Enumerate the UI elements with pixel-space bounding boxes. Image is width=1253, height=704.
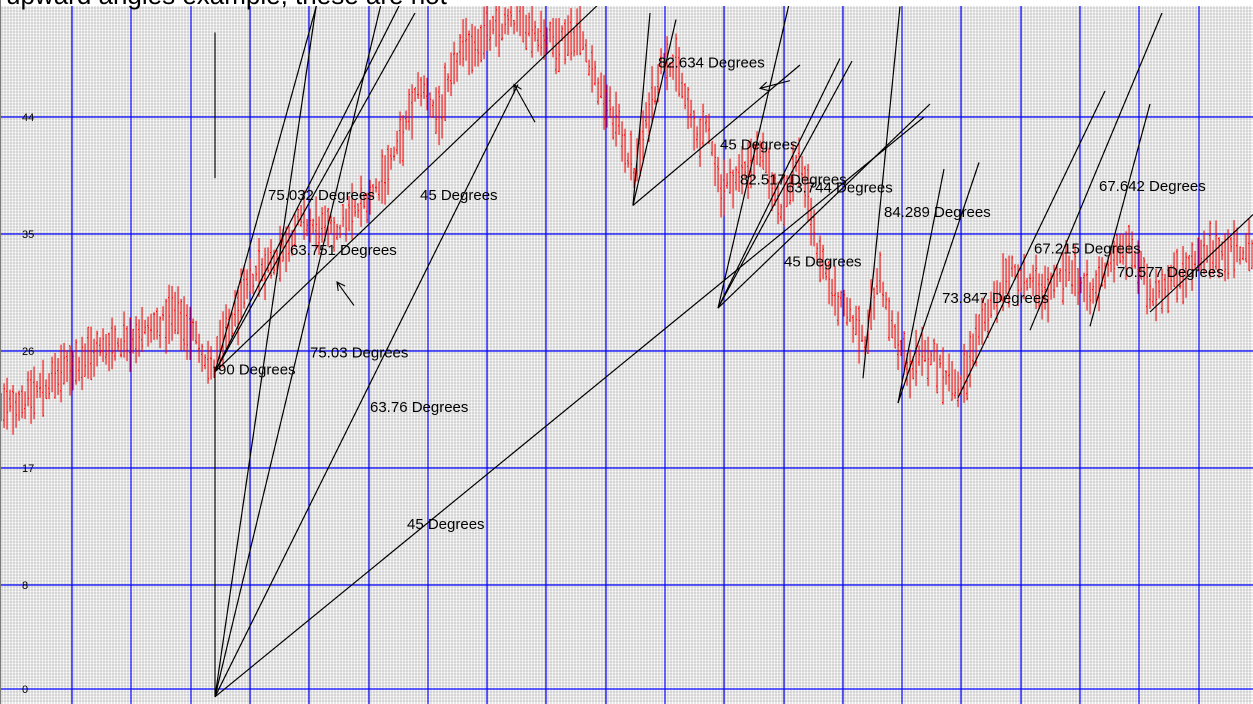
angle-label: 82.517 Degrees — [740, 172, 847, 189]
angle-line-19 — [897, 162, 980, 404]
angle-label: 90 Degrees — [218, 361, 296, 378]
arrow-1 — [513, 83, 536, 123]
y-tick-label: 0 — [22, 684, 28, 696]
angle-line-16 — [717, 58, 841, 309]
top-strip — [0, 0, 1253, 6]
angle-label: 45 Degrees — [420, 187, 498, 204]
arrows — [336, 80, 791, 306]
angle-line-22 — [1089, 103, 1151, 327]
angle-label: 75.032 Degrees — [268, 187, 375, 204]
angle-label: 45 Degrees — [720, 137, 798, 154]
angle-line-12 — [632, 64, 801, 206]
angle-label: 45 Degrees — [784, 254, 862, 271]
angle-line-8 — [214, 12, 416, 373]
angle-label: 84.289 Degrees — [884, 204, 991, 221]
angle-line-13 — [717, 0, 791, 309]
angle-label: 73.847 Degrees — [942, 290, 1049, 307]
y-tick-label: 26 — [22, 346, 34, 358]
angle-label: 75.03 Degrees — [310, 345, 408, 362]
angle-label: 63.76 Degrees — [370, 399, 468, 416]
angle-label: 67.215 Degrees — [1034, 241, 1141, 258]
angle-line-11 — [632, 19, 677, 206]
y-tick-label: 35 — [22, 229, 34, 241]
angle-line-15 — [717, 103, 931, 309]
angle-line-21 — [1029, 12, 1163, 331]
angle-line-14 — [717, 60, 853, 309]
angle-line-18 — [897, 168, 945, 404]
angle-label: 63.751 Degrees — [290, 242, 397, 259]
angle-line-6 — [214, 0, 319, 372]
angle-line-3 — [214, 0, 383, 697]
angle-line-5 — [214, 116, 925, 698]
angle-label: 70.577 Degrees — [1117, 264, 1224, 281]
angle-label: 67.642 Degrees — [1099, 178, 1206, 195]
y-tick-label: 44 — [22, 112, 34, 124]
angle-label: 82.634 Degrees — [658, 55, 765, 72]
arrow-0 — [758, 80, 791, 92]
angle-line-23 — [1149, 214, 1253, 313]
angle-line-10 — [632, 12, 651, 206]
y-tick-label: 8 — [22, 580, 28, 592]
angle-line-20 — [957, 90, 1106, 399]
angle-line-9 — [214, 0, 604, 373]
angle-label: 45 Degrees — [407, 516, 485, 533]
angle-line-2 — [214, 0, 318, 697]
angle-line-17 — [862, 6, 901, 379]
y-axis-ticks: 0 8 17 26 35 44 — [22, 112, 34, 696]
angle-lines — [214, 0, 1253, 698]
angle-line-7 — [214, 0, 403, 373]
angle-label: 63.744 Degrees — [786, 179, 893, 196]
title-fragment: upward angles example, these are not — [6, 0, 448, 10]
y-tick-label: 17 — [22, 463, 34, 475]
arrow-2 — [336, 281, 355, 306]
angle-line-4 — [214, 84, 519, 698]
